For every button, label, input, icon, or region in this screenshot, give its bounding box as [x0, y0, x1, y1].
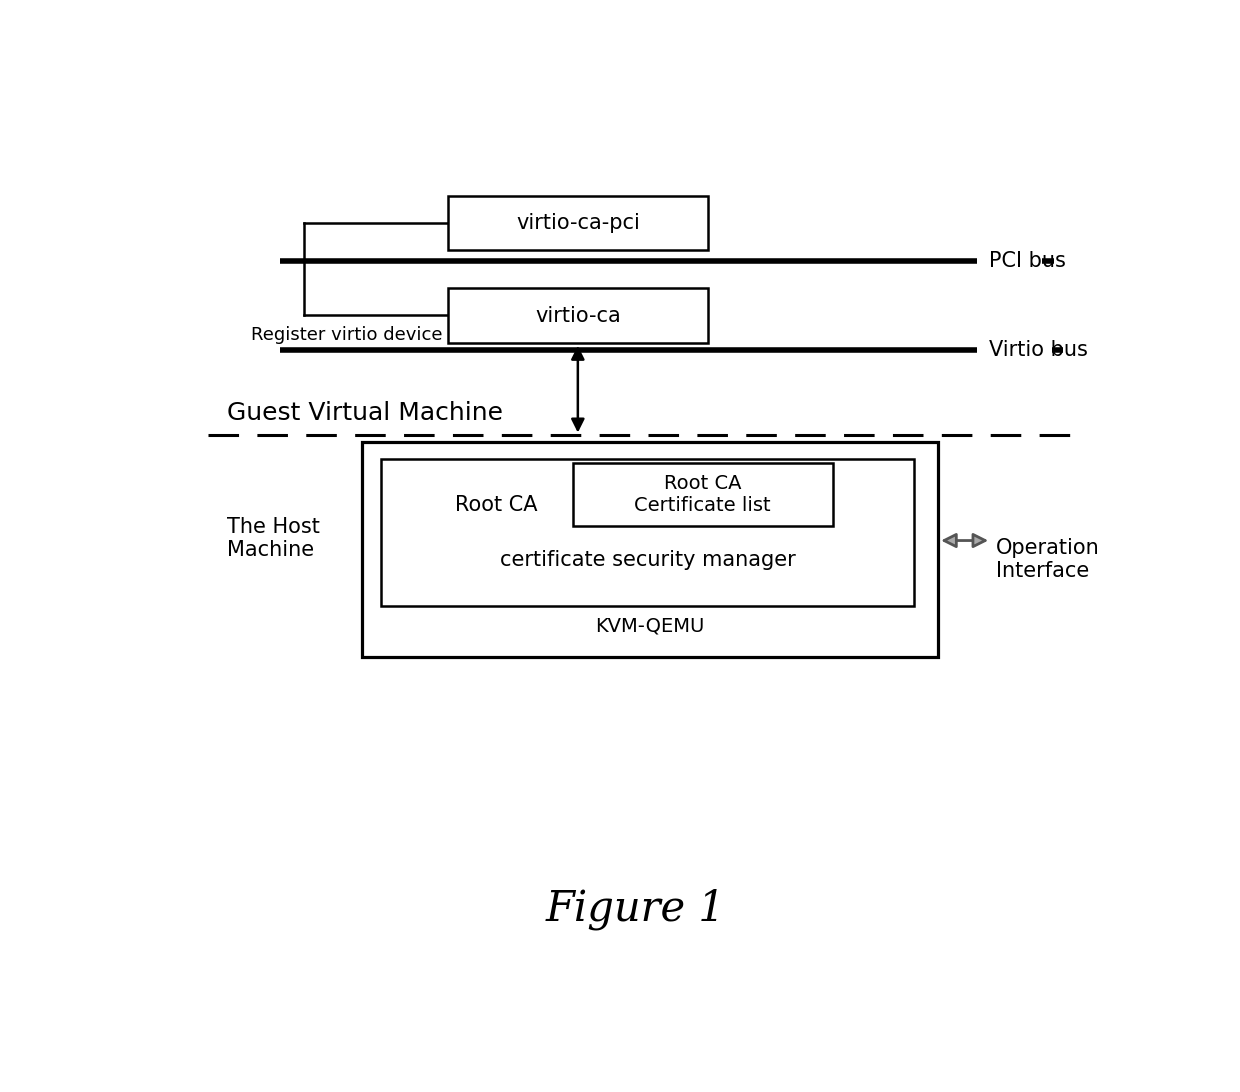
Bar — [381, 459, 914, 606]
Bar — [573, 463, 832, 526]
Text: Root CA
Certificate list: Root CA Certificate list — [635, 474, 771, 515]
Bar — [448, 195, 708, 250]
Text: Register virtio device (): Register virtio device () — [250, 325, 463, 344]
Text: Figure 1: Figure 1 — [546, 888, 725, 929]
Bar — [448, 288, 708, 343]
Text: KVM-QEMU: KVM-QEMU — [595, 617, 704, 636]
Text: Root CA: Root CA — [455, 495, 537, 515]
Text: Operation
Interface: Operation Interface — [996, 538, 1100, 581]
Text: Guest Virtual Machine: Guest Virtual Machine — [227, 401, 503, 425]
Text: The Host
Machine: The Host Machine — [227, 518, 320, 560]
Text: virtio-ca-pci: virtio-ca-pci — [516, 213, 640, 233]
Text: PCI bus: PCI bus — [990, 251, 1066, 272]
Text: Virtio bus: Virtio bus — [990, 340, 1087, 359]
Text: certificate security manager: certificate security manager — [500, 550, 796, 570]
Text: virtio-ca: virtio-ca — [534, 306, 621, 325]
Bar — [362, 442, 939, 656]
